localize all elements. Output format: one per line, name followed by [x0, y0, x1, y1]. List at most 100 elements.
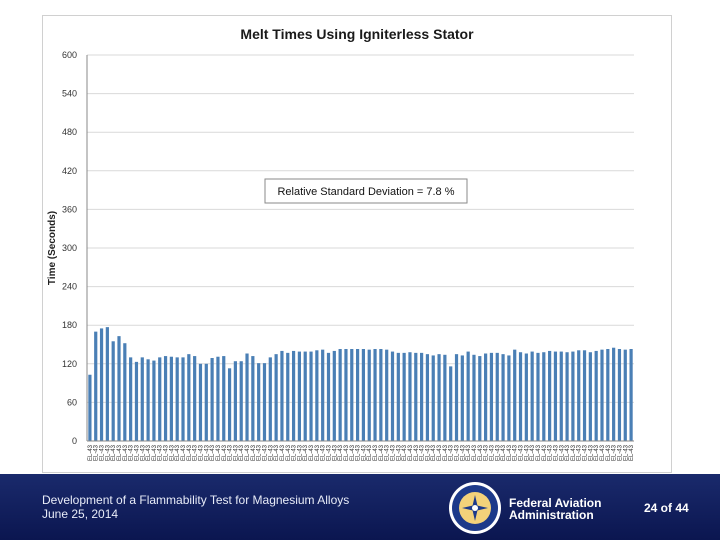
bar	[571, 351, 575, 441]
y-tick-label: 600	[62, 50, 77, 60]
bar	[245, 353, 249, 441]
x-tick-label: EL-43	[344, 444, 350, 461]
bar	[175, 357, 179, 441]
bar	[478, 356, 482, 441]
bar	[262, 363, 267, 441]
x-tick-label: EL-43	[356, 444, 362, 461]
x-tick-label: EL-43	[216, 444, 222, 461]
x-tick-label: EL-43	[251, 444, 257, 461]
x-tick-label: EL-43	[408, 444, 414, 461]
bar	[117, 336, 121, 441]
x-tick-label: EL-43	[420, 444, 426, 461]
x-tick-label: EL-43	[123, 444, 129, 461]
x-tick-label: EL-43	[181, 444, 187, 461]
x-tick-label: EL-43	[495, 444, 501, 461]
x-tick-label: EL-43	[600, 444, 606, 461]
x-tick-label: EL-43	[111, 444, 117, 461]
x-tick-label: EL-43	[443, 444, 449, 461]
bar	[449, 366, 453, 441]
bar	[495, 352, 499, 441]
bar	[286, 352, 290, 441]
x-tick-label: EL-43	[437, 444, 443, 461]
x-tick-label: EL-43	[536, 444, 542, 461]
bar	[385, 349, 389, 441]
bar	[280, 350, 284, 441]
bar	[513, 349, 517, 441]
bar	[193, 356, 197, 441]
bar	[425, 354, 430, 441]
x-tick-label: EL-43	[553, 444, 559, 461]
x-tick-label: EL-43	[629, 444, 635, 461]
bar	[443, 354, 447, 441]
bar	[431, 355, 435, 441]
x-tick-label: EL-43	[391, 444, 397, 461]
x-tick-label: EL-43	[519, 444, 525, 461]
x-tick-label: EL-43	[233, 444, 239, 461]
x-tick-label: EL-43	[583, 444, 589, 461]
x-tick-label: EL-43	[94, 444, 100, 461]
x-tick-label: EL-43	[594, 444, 600, 461]
bar	[617, 349, 622, 441]
x-tick-label: EL-43	[100, 444, 106, 461]
bar	[134, 361, 139, 441]
x-tick-label: EL-43	[612, 444, 618, 461]
bar	[291, 350, 296, 441]
bar	[123, 343, 127, 441]
bar	[577, 350, 581, 441]
bar	[390, 351, 395, 441]
x-tick-label: EL-43	[460, 444, 466, 461]
x-tick-label: EL-43	[204, 444, 210, 461]
x-tick-label: EL-43	[361, 444, 367, 461]
x-tick-label: EL-43	[193, 444, 199, 461]
x-tick-label: EL-43	[146, 444, 152, 461]
bar	[111, 341, 115, 441]
x-tick-label: EL-43	[321, 444, 327, 461]
y-tick-label: 0	[72, 436, 77, 446]
bar	[542, 352, 546, 441]
x-tick-label: EL-43	[175, 444, 181, 461]
x-tick-label: EL-43	[396, 444, 402, 461]
x-tick-label: EL-43	[350, 444, 356, 461]
chart-title: Melt Times Using Igniterless Stator	[240, 26, 474, 42]
bar	[600, 349, 604, 441]
x-tick-label: EL-43	[478, 444, 484, 461]
bar	[553, 351, 558, 441]
bar	[309, 351, 313, 441]
x-tick-label: EL-43	[158, 444, 164, 461]
x-tick-label: EL-43	[309, 444, 315, 461]
bar	[466, 351, 470, 441]
bar	[612, 347, 616, 441]
bar	[216, 356, 220, 441]
x-tick-label: EL-43	[262, 444, 268, 461]
x-tick-label: EL-43	[501, 444, 507, 461]
x-tick-label: EL-43	[257, 444, 263, 461]
x-tick-label: EL-43	[548, 444, 554, 461]
bar	[565, 352, 569, 441]
bar	[297, 351, 301, 441]
bar	[251, 356, 255, 441]
y-tick-label: 300	[62, 243, 77, 253]
bar	[303, 351, 307, 441]
y-axis-label: Time (Seconds)	[47, 211, 58, 285]
bar	[274, 354, 278, 441]
chart: Melt Times Using Igniterless Stator Time…	[47, 26, 635, 461]
x-tick-label: EL-43	[431, 444, 437, 461]
x-tick-label: EL-43	[513, 444, 519, 461]
x-tick-label: EL-43	[449, 444, 455, 461]
bar	[210, 358, 214, 441]
y-tick-label: 60	[67, 397, 77, 407]
bar	[227, 368, 232, 441]
bar	[518, 352, 523, 441]
x-tick-label: EL-43	[134, 444, 140, 461]
bar	[268, 357, 272, 441]
y-tick-label: 540	[62, 89, 77, 99]
bar	[489, 352, 494, 441]
y-tick-label: 240	[62, 282, 77, 292]
x-tick-label: EL-43	[198, 444, 204, 461]
x-tick-label: EL-43	[542, 444, 548, 461]
bar	[402, 352, 406, 441]
bar	[239, 361, 243, 441]
x-tick-label: EL-43	[606, 444, 612, 461]
x-tick-label: EL-43	[617, 444, 623, 461]
bar	[129, 357, 133, 441]
